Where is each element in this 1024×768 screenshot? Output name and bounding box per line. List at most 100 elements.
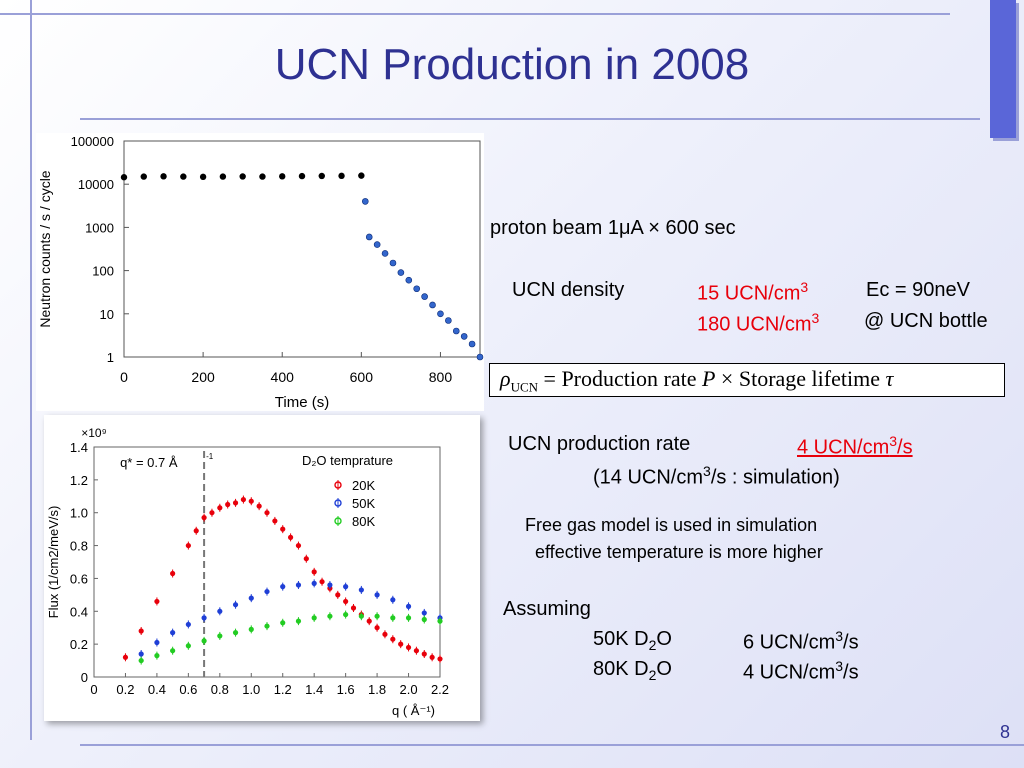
y-tick-label: 0.6: [70, 571, 88, 586]
data-point: [361, 198, 369, 205]
x-tick-label: 800: [429, 369, 453, 385]
data-point: [298, 172, 306, 180]
data-point: [405, 276, 413, 284]
data-point: [140, 173, 147, 180]
data-point: [421, 651, 427, 657]
x-tick-label: 0.2: [116, 682, 134, 697]
data-point: [248, 595, 254, 601]
data-point: [185, 621, 191, 628]
beam-text: proton beam 1μA × 600 sec: [490, 217, 736, 239]
bottom-horizontal-rule: [80, 744, 1024, 746]
data-point: [445, 317, 452, 324]
data-point: [405, 644, 412, 651]
data-point: [264, 588, 270, 595]
data-point: [358, 587, 364, 593]
y-axis-label: Flux (1/cm2/meV/s): [46, 506, 61, 619]
simulation-text: (14 UCN/cm3/s : simulation): [593, 463, 840, 489]
data-point: [122, 654, 129, 660]
assume-50k-value: 6 UCN/cm3/s: [743, 628, 859, 654]
data-point: [295, 582, 302, 588]
x-tick-label: 400: [271, 369, 295, 385]
top-horizontal-rule: [0, 13, 950, 15]
x-tick-label: 1.4: [305, 682, 323, 697]
data-point: [185, 542, 191, 549]
y-tick-label: 0: [81, 670, 88, 685]
ec-text: Ec = 90neV: [866, 279, 970, 301]
data-point: [303, 556, 309, 562]
data-point: [232, 630, 239, 636]
data-point: [374, 625, 380, 631]
data-point: [154, 639, 160, 646]
data-point: [373, 241, 381, 248]
x-tick-label: 0: [90, 682, 97, 697]
y-tick-label: 100000: [71, 134, 114, 149]
data-point: [180, 173, 187, 180]
legend-label: 20K: [352, 478, 375, 493]
data-point: [193, 528, 199, 534]
data-point: [429, 301, 436, 309]
data-point: [170, 570, 176, 577]
plot-frame: [93, 446, 441, 678]
data-point: [319, 579, 325, 585]
data-point: [154, 653, 160, 659]
data-point: [201, 515, 207, 521]
data-point: [335, 592, 341, 598]
data-point: [256, 503, 262, 509]
data-point: [452, 327, 460, 335]
data-point: [280, 526, 286, 532]
x-tick-label: 2.0: [400, 682, 418, 697]
data-point: [413, 285, 421, 293]
data-point: [365, 233, 373, 241]
data-point: [421, 616, 427, 623]
x-tick-label: 2.2: [431, 682, 449, 697]
data-point: [343, 611, 349, 618]
data-point: [264, 510, 270, 516]
data-point: [468, 340, 476, 348]
x-tick-label: 0.6: [179, 682, 197, 697]
bottle-text: @ UCN bottle: [864, 310, 988, 332]
data-point: [460, 333, 468, 340]
data-point: [225, 501, 231, 508]
data-point: [138, 628, 144, 634]
data-point: [437, 618, 443, 624]
data-point: [170, 630, 176, 636]
data-point: [437, 310, 444, 318]
x-tick-label: 1.8: [368, 682, 386, 697]
data-point: [311, 569, 317, 575]
qstar-annotation-sup: -1: [206, 452, 214, 461]
data-point: [170, 648, 176, 654]
data-point: [350, 605, 357, 611]
data-point: [311, 615, 317, 621]
data-point: [405, 615, 412, 621]
data-point: [248, 498, 254, 504]
assuming-label: Assuming: [503, 598, 591, 620]
assume-80k-label: 80K D2O: [593, 658, 672, 683]
data-point: [358, 172, 365, 179]
data-point: [421, 293, 428, 300]
data-point: [295, 618, 302, 624]
data-point: [185, 643, 191, 649]
data-point: [217, 505, 223, 511]
y-tick-label: 0.8: [70, 539, 88, 554]
decay-chart-panel: 0 200 400 600 800 1 10 100 1000 10000 100000 Time (…: [36, 133, 484, 411]
data-point: [390, 597, 396, 603]
data-point: [279, 173, 286, 180]
data-point: [338, 172, 345, 180]
decay-chart: 0 200 400 600 800 1 10 100 1000 10000 100000 Time (…: [37, 134, 484, 411]
x-axis-label: q ( Å⁻¹): [392, 703, 435, 718]
legend-label: 50K: [352, 496, 375, 511]
x-tick-label: 1.0: [242, 682, 260, 697]
data-point: [476, 353, 484, 361]
data-point: [272, 518, 278, 524]
data-point: [343, 584, 349, 590]
data-point: [154, 598, 160, 605]
data-point: [327, 613, 333, 619]
density-label: UCN density: [512, 279, 625, 301]
data-point: [358, 613, 364, 619]
data-point: [374, 592, 380, 598]
data-point: [201, 615, 207, 621]
page-number: 8: [1000, 722, 1011, 742]
y-tick-label: 1: [107, 350, 114, 365]
note-line-2: effective temperature is more higher: [535, 542, 823, 562]
assume-80k-value: 4 UCN/cm3/s: [743, 658, 859, 684]
